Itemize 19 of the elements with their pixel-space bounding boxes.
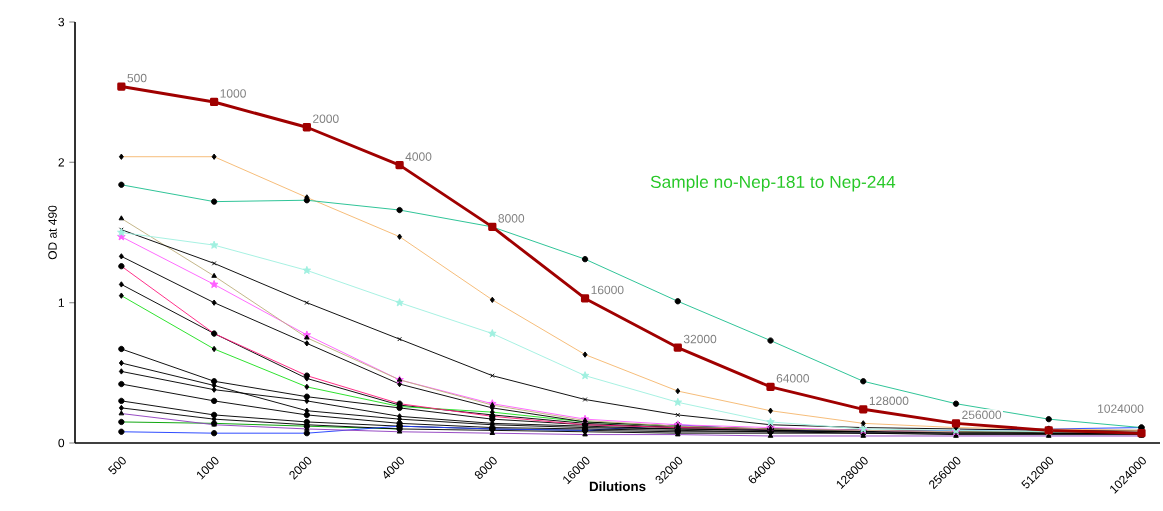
annotation: 8000 xyxy=(498,214,525,223)
y-tick-label: 0 xyxy=(58,438,65,448)
annotation: 32000 xyxy=(683,334,717,344)
annotation: 128000 xyxy=(869,396,909,406)
annotation: 1000 xyxy=(220,89,246,98)
annotation: Sample no-Nep-181 to Nep-244 xyxy=(650,175,896,192)
y-axis-title: OD at 490 xyxy=(48,205,57,260)
x-axis-title: Dilutions xyxy=(589,481,646,492)
annotation: 1024000 xyxy=(1098,404,1144,413)
y-tick-label: 1 xyxy=(58,298,65,307)
x-tick-label: 500 xyxy=(108,456,126,475)
y-tick-label: 3 xyxy=(58,17,65,27)
annotation: 2000 xyxy=(313,114,339,123)
y-tick-label: 2 xyxy=(58,158,64,167)
annotation: 256000 xyxy=(962,410,1002,420)
annotation: 500 xyxy=(127,73,147,83)
annotation: 64000 xyxy=(776,374,810,383)
annotation: 4000 xyxy=(405,152,432,161)
annotation: 16000 xyxy=(591,285,624,295)
